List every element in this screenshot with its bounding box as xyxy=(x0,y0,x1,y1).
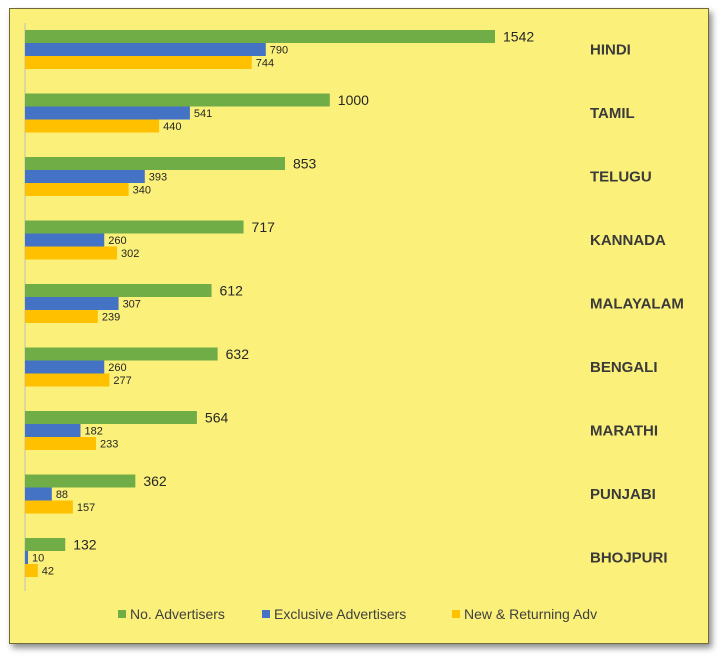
category-label-malayalam: MALAYALAM xyxy=(590,296,684,313)
bar-no-advertisers-malayalam xyxy=(25,284,212,297)
value-label-new-returning-adv-tamil: 440 xyxy=(163,121,181,133)
legend-label-no-advertisers: No. Advertisers xyxy=(130,606,225,622)
chart-svg: 1542790744100054144085339334071726030261… xyxy=(24,23,684,622)
value-label-no-advertisers-telugu: 853 xyxy=(293,156,317,172)
value-label-new-returning-adv-marathi: 233 xyxy=(100,439,118,451)
bar-no-advertisers-telugu xyxy=(25,157,285,170)
bar-exclusive-advertisers-bhojpuri xyxy=(25,551,29,564)
value-label-no-advertisers-punjabi: 362 xyxy=(143,473,167,489)
bar-exclusive-advertisers-hindi xyxy=(25,43,266,56)
bar-exclusive-advertisers-tamil xyxy=(25,106,190,120)
bar-new-returning-adv-malayalam xyxy=(25,310,98,323)
bar-no-advertisers-hindi xyxy=(25,30,495,43)
bar-no-advertisers-kannada xyxy=(25,220,244,234)
category-label-telugu: TELUGU xyxy=(590,169,652,186)
chart-frame: 1542 790 744 1000 541 440 853 393 340 717 260 302 61… xyxy=(9,8,709,644)
bar-new-returning-adv-hindi xyxy=(25,56,252,69)
bar-new-returning-adv-bengali xyxy=(25,373,110,387)
value-labels-layer: 1542790744100054144085339334071726030261… xyxy=(32,29,534,578)
category-label-tamil: TAMIL xyxy=(590,105,635,122)
legend-label-exclusive-advertisers: Exclusive Advertisers xyxy=(274,606,406,622)
value-label-exclusive-advertisers-telugu: 393 xyxy=(149,172,167,184)
category-label-kannada: KANNADA xyxy=(590,232,666,249)
category-labels-layer: HINDI TAMIL TELUGU KANNADA MALAYALAM BENGALI M… xyxy=(590,42,684,567)
value-label-no-advertisers-bhojpuri: 132 xyxy=(73,537,97,553)
bar-exclusive-advertisers-telugu xyxy=(25,170,145,183)
bar-exclusive-advertisers-punjabi xyxy=(25,487,52,501)
value-label-no-advertisers-malayalam: 612 xyxy=(220,283,244,299)
category-label-bengali: BENGALI xyxy=(590,359,658,376)
bar-new-returning-adv-bhojpuri xyxy=(25,564,38,577)
category-label-hindi: HINDI xyxy=(590,42,631,59)
value-label-no-advertisers-kannada: 717 xyxy=(252,219,276,235)
legend-swatch-new-returning-adv xyxy=(452,610,460,618)
bar-new-returning-adv-telugu xyxy=(25,183,129,196)
category-label-marathi: MARATHI xyxy=(590,423,658,440)
legend-label-new-returning-adv: New & Returning Adv xyxy=(464,606,597,622)
value-label-exclusive-advertisers-tamil: 541 xyxy=(194,108,212,120)
value-label-no-advertisers-marathi: 564 xyxy=(205,410,229,426)
value-label-no-advertisers-bengali: 632 xyxy=(226,346,250,362)
value-label-new-returning-adv-malayalam: 239 xyxy=(102,312,120,324)
bar-no-advertisers-marathi xyxy=(25,411,197,424)
legend-swatch-no-advertisers xyxy=(118,610,126,618)
value-label-exclusive-advertisers-malayalam: 307 xyxy=(123,299,141,311)
bar-no-advertisers-bhojpuri xyxy=(25,538,66,551)
category-label-bhojpuri: BHOJPURI xyxy=(590,550,668,567)
value-label-exclusive-advertisers-bhojpuri: 10 xyxy=(32,553,44,565)
value-label-exclusive-advertisers-punjabi: 88 xyxy=(56,489,68,501)
bar-no-advertisers-punjabi xyxy=(25,474,136,488)
value-label-exclusive-advertisers-kannada: 260 xyxy=(108,235,126,247)
bar-exclusive-advertisers-marathi xyxy=(25,424,81,437)
legend-swatch-exclusive-advertisers xyxy=(262,610,270,618)
value-label-exclusive-advertisers-bengali: 260 xyxy=(108,362,126,374)
bar-new-returning-adv-kannada xyxy=(25,246,118,260)
bar-no-advertisers-bengali xyxy=(25,347,218,361)
bar-new-returning-adv-punjabi xyxy=(25,500,73,514)
value-label-new-returning-adv-kannada: 302 xyxy=(121,248,139,260)
bar-exclusive-advertisers-bengali xyxy=(25,360,105,374)
bar-exclusive-advertisers-kannada xyxy=(25,233,105,247)
value-label-new-returning-adv-bengali: 277 xyxy=(113,375,131,387)
legend: No. Advertisers Exclusive Advertisers New … xyxy=(118,606,597,622)
bars-layer xyxy=(25,30,495,577)
category-label-punjabi: PUNJABI xyxy=(590,486,656,503)
bar-exclusive-advertisers-malayalam xyxy=(25,297,119,310)
value-label-new-returning-adv-hindi: 744 xyxy=(256,58,274,70)
bar-no-advertisers-tamil xyxy=(25,93,330,107)
bar-new-returning-adv-marathi xyxy=(25,437,97,450)
value-label-no-advertisers-tamil: 1000 xyxy=(338,92,369,108)
bar-new-returning-adv-tamil xyxy=(25,119,160,133)
value-label-no-advertisers-hindi: 1542 xyxy=(503,29,534,45)
value-label-new-returning-adv-punjabi: 157 xyxy=(77,502,95,514)
value-label-new-returning-adv-telugu: 340 xyxy=(133,185,151,197)
value-label-exclusive-advertisers-marathi: 182 xyxy=(84,426,102,438)
value-label-new-returning-adv-bhojpuri: 42 xyxy=(42,566,54,578)
value-label-exclusive-advertisers-hindi: 790 xyxy=(270,45,288,57)
